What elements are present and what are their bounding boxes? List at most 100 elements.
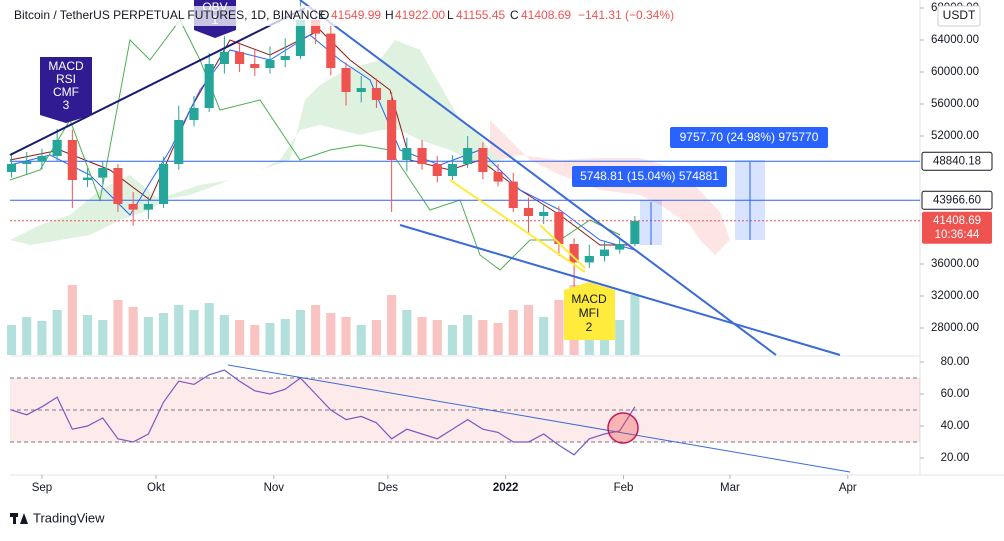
volume-bar xyxy=(402,310,412,355)
candle-body xyxy=(67,140,77,180)
measure-label-bg xyxy=(572,166,727,187)
callout-bg xyxy=(564,282,615,340)
callout-text: RSI xyxy=(56,72,76,86)
candle-body xyxy=(493,172,503,182)
candle-body xyxy=(37,156,47,162)
y-tick-label: 36000.00 xyxy=(931,258,979,270)
price-tag xyxy=(921,190,993,210)
volume-bar xyxy=(554,300,564,355)
volume-bar xyxy=(523,305,534,355)
volume-bar xyxy=(371,320,381,355)
volume-bar xyxy=(463,315,473,355)
volume-bar xyxy=(128,307,138,355)
candle-body xyxy=(478,148,488,172)
measure-label-bg xyxy=(670,127,828,148)
price-tag-label: 43966.60 xyxy=(933,194,981,206)
volume-bar xyxy=(204,303,214,355)
volume-bar xyxy=(630,295,640,355)
rsi-trendline xyxy=(227,364,851,473)
y-tick-label: 52000.00 xyxy=(931,130,979,142)
candle-body xyxy=(143,204,153,210)
cloud-red xyxy=(490,120,730,255)
candle-body xyxy=(82,177,93,180)
candle-body xyxy=(52,140,62,156)
ohlc-label: H xyxy=(385,8,394,22)
callout-text: MFI xyxy=(579,306,600,320)
candle-body xyxy=(341,68,351,92)
volume-bar xyxy=(113,300,123,355)
candle-body xyxy=(6,164,17,172)
volume-bar xyxy=(219,315,229,355)
volume-bar xyxy=(189,310,199,355)
highlight-circle xyxy=(607,412,639,444)
x-tick-label: 2022 xyxy=(493,482,519,494)
last-price-label: 41408.69 xyxy=(933,215,981,227)
volume-bar xyxy=(493,323,503,355)
candle-body xyxy=(387,100,397,160)
measure-label: 5748.81 (15.04%) 574881 xyxy=(580,169,719,183)
candle-body xyxy=(599,249,610,256)
y-tick-label: 64000.00 xyxy=(931,34,979,46)
candle-body xyxy=(630,220,640,244)
callout-text: 3 xyxy=(63,98,70,112)
lagging-span xyxy=(9,19,621,271)
volume-bar xyxy=(280,319,290,355)
volume-bar xyxy=(387,295,397,355)
rsi-tick-label: 80.00 xyxy=(941,356,970,368)
callout-text: 2 xyxy=(586,320,593,334)
y-tick-label: 32000.00 xyxy=(931,290,979,302)
candle-body xyxy=(174,120,184,164)
currency-badge[interactable] xyxy=(937,5,981,27)
volume-bar xyxy=(143,317,153,355)
candle-body xyxy=(22,161,32,164)
logo xyxy=(13,513,16,524)
baseline xyxy=(9,29,630,246)
volume-bar xyxy=(615,320,625,355)
ohlc-label: L xyxy=(447,8,454,22)
y-tick-label: 56000.00 xyxy=(931,98,979,110)
candle-body xyxy=(432,164,442,176)
measure-label: 9757.70 (24.98%) 975770 xyxy=(680,130,819,144)
volume-bar xyxy=(52,310,62,355)
candle-body xyxy=(113,168,123,204)
candle-body xyxy=(265,60,275,68)
trendline xyxy=(399,224,841,356)
candle-body xyxy=(219,52,229,64)
candle-body xyxy=(463,148,473,164)
candle-body xyxy=(98,168,108,178)
candle-body xyxy=(280,56,290,60)
candle-body xyxy=(569,244,579,263)
ohlc-value: 41549.99 xyxy=(331,8,381,22)
candle-body xyxy=(311,20,321,34)
volume-bar xyxy=(432,320,442,355)
rsi-tick-label: 40.00 xyxy=(941,420,970,432)
candle-body xyxy=(417,148,427,164)
callout-bg xyxy=(40,57,92,123)
volume-bar xyxy=(6,325,17,355)
callout-text: CMF xyxy=(53,85,79,99)
callout-text: MACD xyxy=(571,292,607,306)
volume-bar xyxy=(174,305,184,355)
candle-body xyxy=(402,148,412,160)
volume-bar xyxy=(539,317,549,355)
ohlc-label: O xyxy=(320,8,329,22)
brand: TradingView xyxy=(10,510,105,525)
countdown: 10:36:44 xyxy=(935,229,980,241)
volume-bar xyxy=(311,305,321,355)
volume-bar xyxy=(235,320,245,355)
brand-name: TradingView xyxy=(33,510,105,525)
volume-bar xyxy=(37,321,47,355)
candle-body xyxy=(447,164,458,176)
candle-body xyxy=(523,208,534,216)
volume-bar xyxy=(295,310,305,355)
ohlc-label: C xyxy=(510,8,519,22)
candle-body xyxy=(295,20,305,56)
candle-body xyxy=(326,33,336,68)
volume-bar xyxy=(22,317,32,355)
volume-bar xyxy=(326,313,336,355)
logo xyxy=(20,513,28,524)
candle-body xyxy=(159,164,169,204)
y-tick-label: 28000.00 xyxy=(931,322,979,334)
volume-bar xyxy=(447,325,458,355)
volume-bar xyxy=(356,325,366,355)
